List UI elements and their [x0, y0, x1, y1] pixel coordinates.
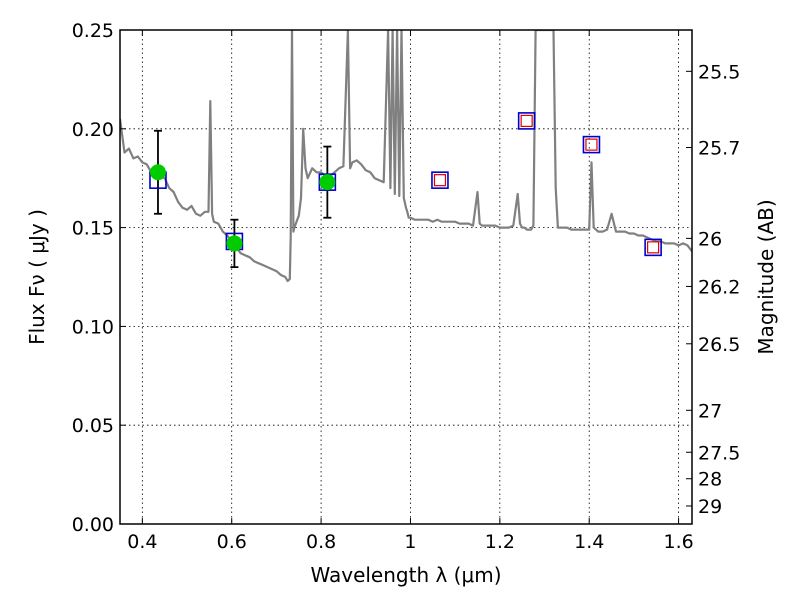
y-tick-label: 0.10 [72, 316, 114, 338]
x-tick-label: 1.4 [574, 531, 604, 553]
plot-frame [119, 29, 693, 525]
y2-tick-label: 25.5 [698, 61, 740, 83]
x-tick-label: 1.6 [663, 531, 693, 553]
observed-flux-point [319, 174, 336, 191]
x-axis-label: Wavelength λ (μm) [310, 563, 501, 587]
y2-tick-label: 26.5 [698, 334, 740, 356]
model-flux-box [644, 238, 662, 257]
axis-ticks: 0.4 0.6 0.8 1 1.2 1.4 1.6 0.00 0.05 0.10 0.15 0.20 0… [72, 20, 741, 553]
model-flux-box [582, 135, 601, 154]
x-tick-label: 1.2 [485, 531, 515, 553]
model-flux-box [431, 171, 449, 189]
y2-tick-label: 28 [698, 469, 722, 491]
y2-tick-label: 25.7 [698, 137, 740, 159]
y-tick-label: 0.00 [72, 514, 114, 536]
x-tick-label: 0.8 [306, 531, 336, 553]
data-points-layer [149, 112, 662, 269]
y2-tick-label: 26 [698, 228, 722, 250]
model-flux-box [517, 112, 536, 130]
y2-tick-label: 27 [698, 400, 722, 422]
x-tick-label: 1 [404, 531, 416, 553]
x-tick-label: 0.4 [127, 531, 157, 553]
grid-lines [120, 30, 692, 524]
y-tick-label: 0.20 [72, 119, 114, 141]
y-tick-label: 0.25 [72, 20, 114, 42]
sed-model-line [120, 30, 692, 283]
predicted-flux-marker [647, 241, 660, 254]
y-axis-label: Flux Fν ( μJy ) [25, 209, 49, 345]
sed-model-layer [120, 30, 692, 283]
y2-tick-label: 26.2 [698, 276, 740, 298]
observed-flux-point [149, 164, 166, 181]
predicted-flux-marker [520, 114, 533, 127]
x-tick-label: 0.6 [217, 531, 247, 553]
y2-axis-label: Magnitude (AB) [754, 199, 778, 354]
y-tick-label: 0.05 [72, 415, 114, 437]
observed-flux-point [226, 235, 243, 252]
y-tick-label: 0.15 [72, 218, 114, 240]
y2-tick-label: 29 [698, 496, 722, 518]
predicted-flux-marker [433, 174, 447, 187]
predicted-flux-marker [585, 138, 598, 151]
y2-tick-label: 27.5 [698, 442, 740, 464]
